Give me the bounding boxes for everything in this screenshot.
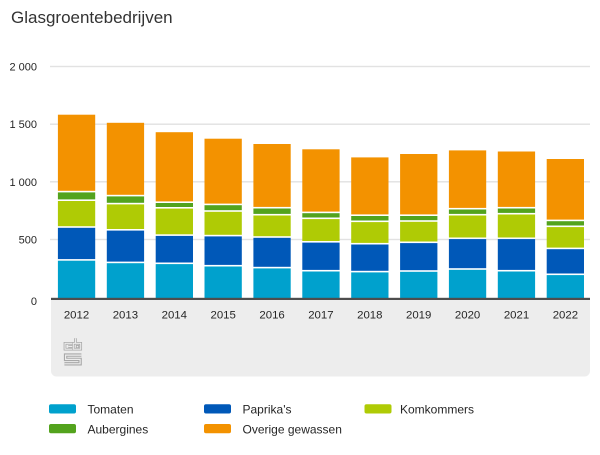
svg-text:2020: 2020	[455, 309, 480, 321]
svg-text:2017: 2017	[308, 309, 333, 321]
svg-text:Komkommers: Komkommers	[400, 403, 474, 417]
svg-text:1 500: 1 500	[9, 119, 37, 131]
svg-text:500: 500	[19, 235, 37, 247]
svg-text:Overige gewassen: Overige gewassen	[243, 422, 342, 436]
svg-text:2013: 2013	[113, 309, 138, 321]
svg-text:2018: 2018	[357, 309, 382, 321]
svg-text:Aubergines: Aubergines	[88, 422, 149, 436]
svg-text:Paprika's: Paprika's	[243, 403, 292, 417]
svg-text:2015: 2015	[211, 309, 236, 321]
svg-text:1 000: 1 000	[9, 177, 37, 189]
svg-text:2 000: 2 000	[9, 62, 37, 74]
svg-text:Glasgroentebedrijven: Glasgroentebedrijven	[11, 8, 173, 27]
svg-text:Tomaten: Tomaten	[88, 403, 134, 417]
svg-text:2014: 2014	[162, 309, 187, 321]
svg-text:2022: 2022	[553, 309, 578, 321]
svg-text:2012: 2012	[64, 309, 89, 321]
svg-text:2016: 2016	[259, 309, 284, 321]
svg-text:2021: 2021	[504, 309, 529, 321]
svg-text:2019: 2019	[406, 309, 431, 321]
svg-text:0: 0	[31, 296, 37, 308]
